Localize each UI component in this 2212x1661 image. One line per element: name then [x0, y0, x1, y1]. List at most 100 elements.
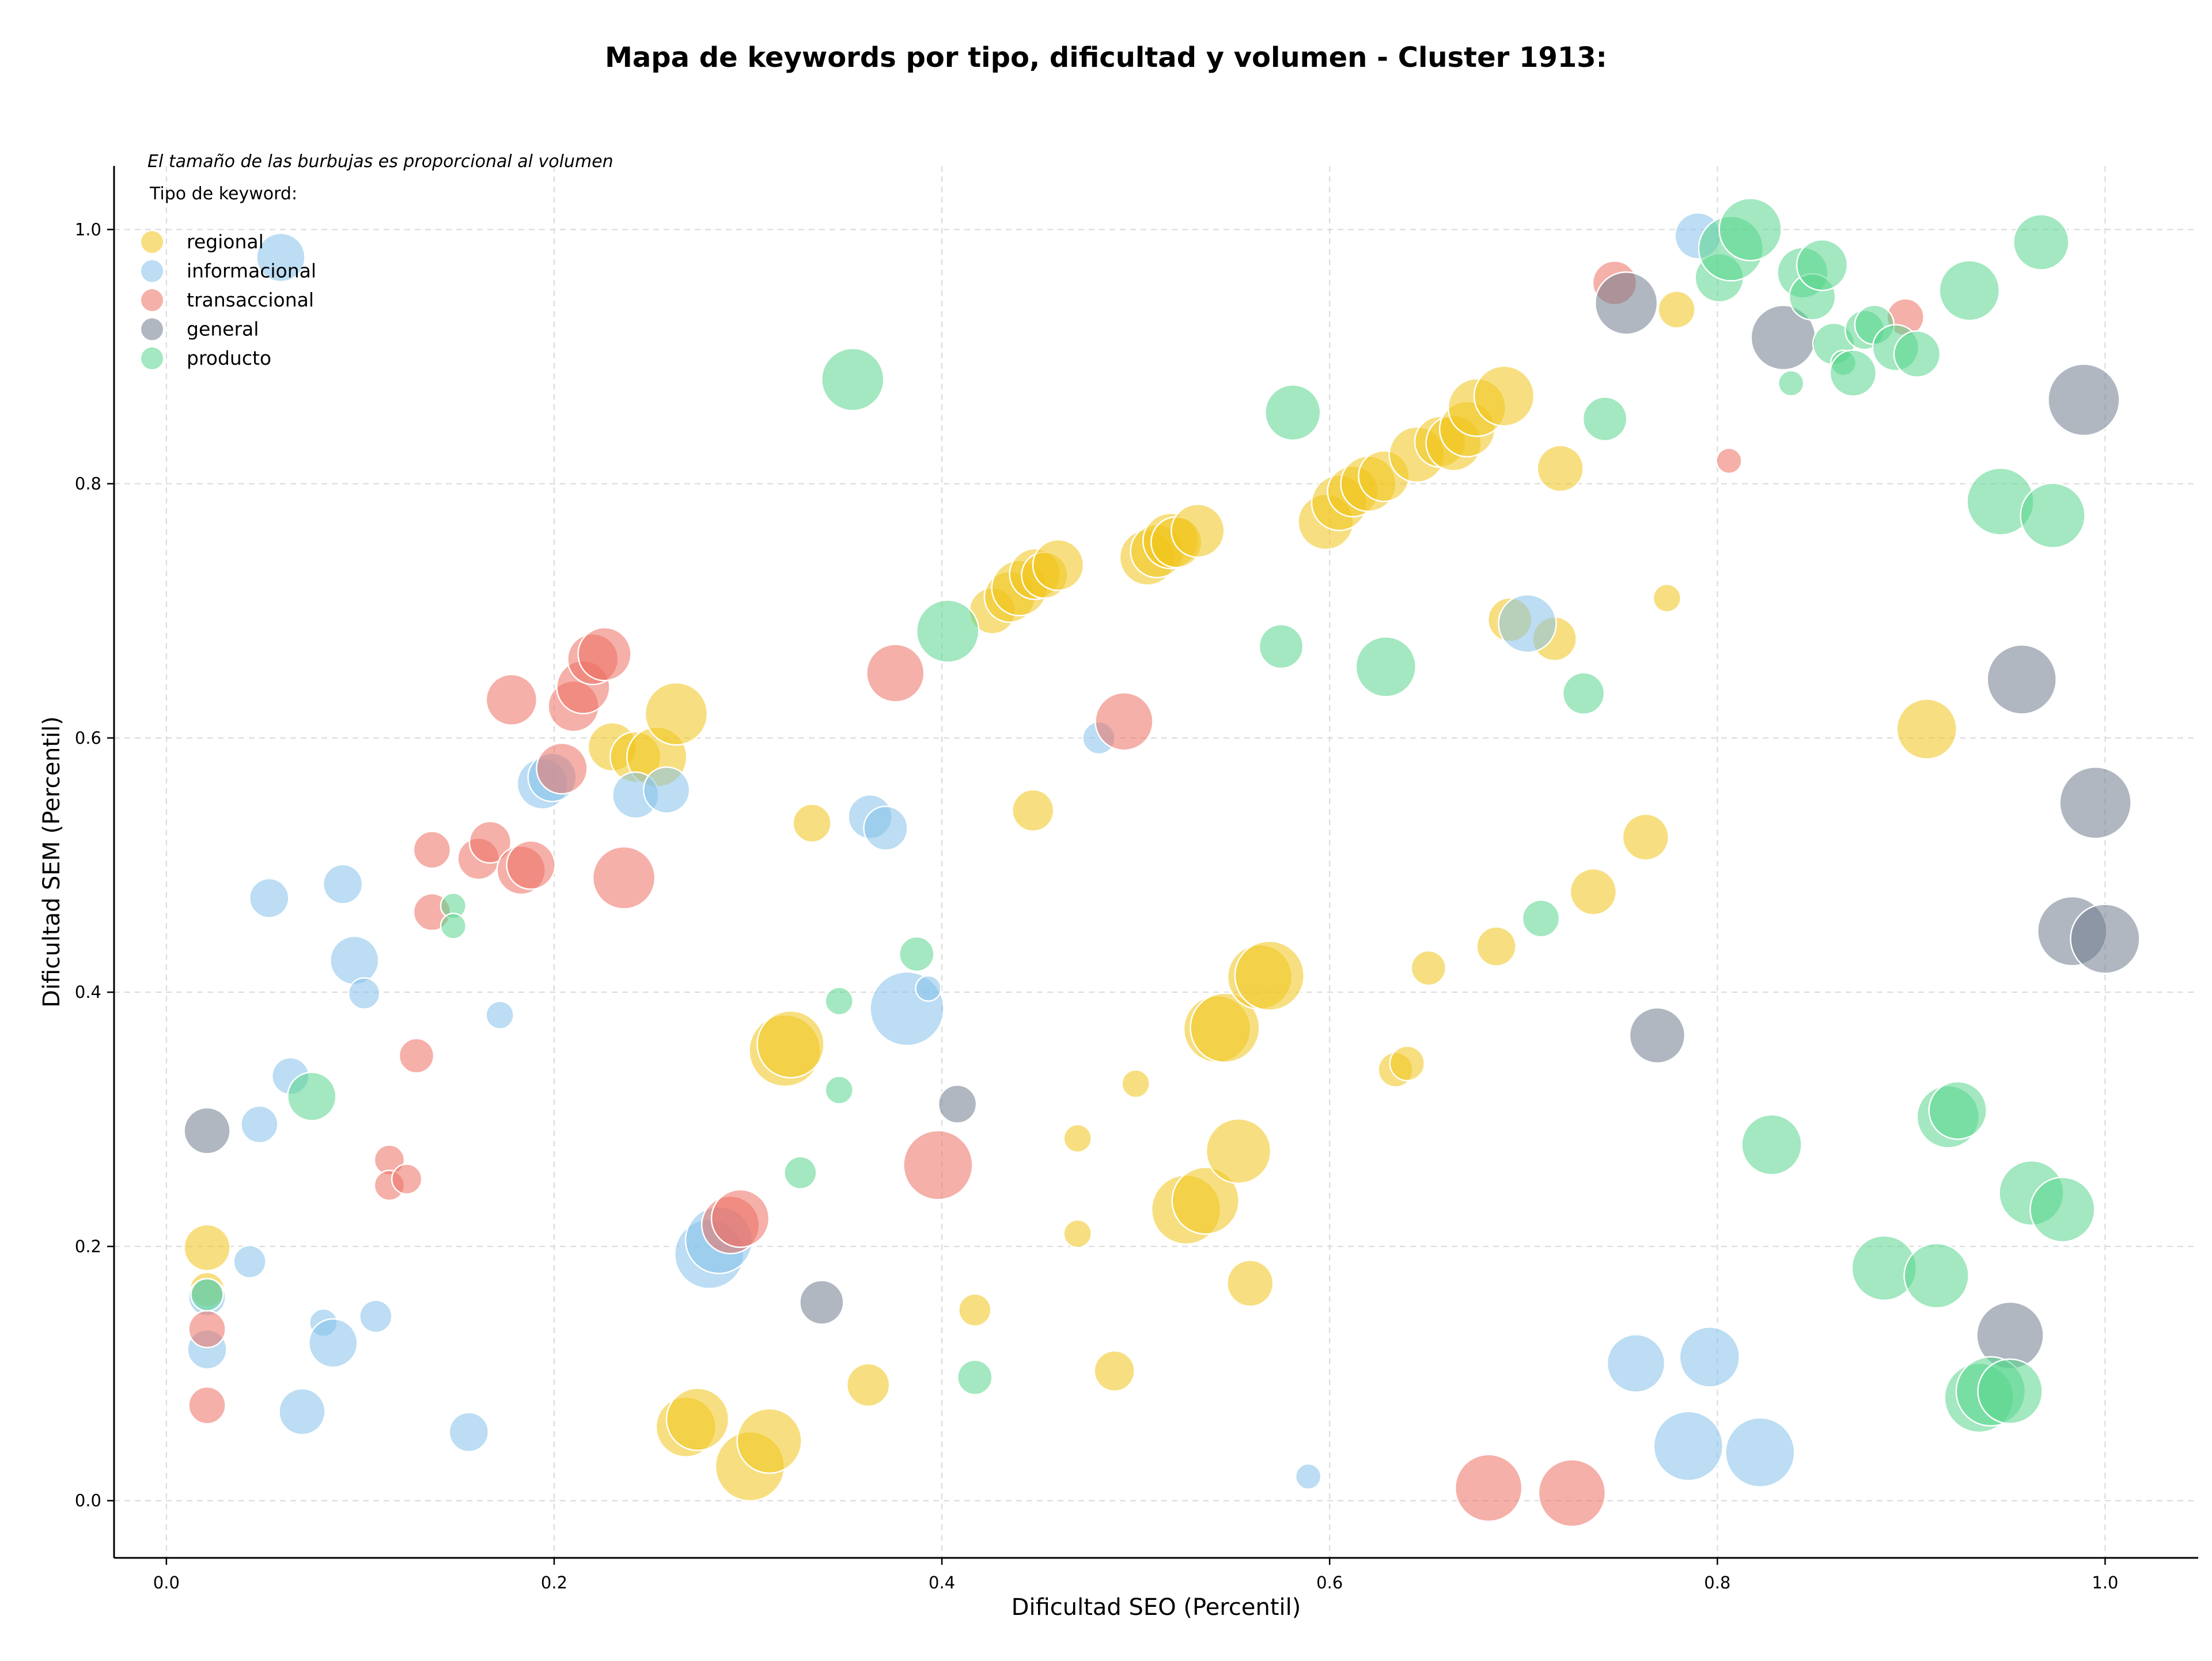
bubble-transaccional [188, 1386, 226, 1425]
bubble-general [2047, 363, 2120, 437]
bubble-transaccional [485, 674, 538, 726]
legend-swatch [141, 289, 163, 311]
bubble-producto [824, 1075, 854, 1105]
legend-item-informacional: informacional [141, 260, 316, 282]
y-tick-label: 0.6 [75, 728, 101, 748]
bubble-regional [1622, 813, 1670, 861]
bubble-transaccional [1715, 447, 1743, 475]
legend-item-regional: regional [141, 230, 264, 253]
bubble-regional [1171, 503, 1225, 558]
bubble-size-note: El tamaño de las burbujas es proporciona… [147, 152, 613, 172]
bubble-transaccional [866, 644, 925, 703]
x-axis-label: Dificultad SEO (Percentil) [1012, 1594, 1301, 1621]
bubble-producto [1562, 672, 1605, 715]
y-tick-label: 1.0 [75, 220, 101, 239]
bubble-informacional [233, 1244, 267, 1279]
bubble-transaccional [536, 742, 588, 795]
bubble-informacional [278, 1388, 326, 1436]
bubble-producto [2029, 1176, 2096, 1243]
bubble-producto [1938, 259, 2001, 321]
bubble-producto [1903, 1242, 1969, 1309]
y-tick-label: 0.4 [75, 982, 101, 1002]
bubble-producto [2013, 214, 2070, 271]
bubble-general [1986, 644, 2057, 715]
bubble-informacional [248, 877, 290, 919]
y-axis-label: Dificultad SEM (Percentil) [39, 716, 65, 1008]
x-tick-label: 0.4 [929, 1573, 955, 1592]
bubble-informacional [256, 232, 306, 283]
bubble-informacional [863, 805, 908, 851]
bubble-regional [846, 1363, 891, 1408]
bubble-producto [1829, 349, 1877, 397]
bubble-general [2059, 766, 2132, 839]
bubble-regional [1657, 290, 1696, 329]
bubble-general [1628, 1007, 1686, 1064]
bubble-regional [1476, 926, 1517, 967]
bubble-regional [958, 1293, 992, 1327]
bubble-producto [440, 913, 467, 940]
bubble-informacional [642, 766, 691, 814]
series-producto [190, 198, 2096, 1433]
bubble-producto [1977, 1358, 2043, 1425]
bubble-producto [1796, 239, 1849, 292]
bubble-transaccional [391, 1163, 423, 1195]
series-general [183, 271, 2141, 1370]
bubble-producto [821, 347, 885, 411]
x-tick-label: 0.6 [1316, 1573, 1343, 1592]
y-tick-label: 0.2 [75, 1236, 101, 1256]
legend-item-transaccional: transaccional [141, 289, 314, 311]
bubble-regional [665, 1387, 730, 1451]
bubble-producto [190, 1278, 224, 1312]
bubble-producto [1582, 396, 1628, 442]
bubble-regional [1473, 365, 1535, 427]
bubble-informacional [322, 864, 363, 905]
bubble-informacional [1653, 1410, 1724, 1482]
bubble-general [799, 1280, 844, 1325]
bubble-transaccional [506, 840, 556, 890]
legend-swatch [141, 318, 163, 340]
bubble-regional [644, 682, 709, 746]
bubble-regional [1652, 583, 1682, 613]
bubble-informacional [448, 1412, 490, 1452]
bubble-regional [1012, 789, 1055, 832]
x-tick-label: 0.8 [1704, 1573, 1730, 1592]
bubble-regional [183, 1224, 231, 1272]
bubble-producto [1718, 198, 1782, 262]
bubble-transaccional [468, 820, 512, 864]
bubble-transaccional [1454, 1454, 1523, 1522]
bubble-informacional [1725, 1417, 1796, 1488]
y-tick-label: 0.0 [75, 1491, 101, 1511]
bubble-producto [1741, 1114, 1802, 1176]
bubble-regional [1234, 940, 1305, 1011]
bubble-regional [1063, 1219, 1092, 1248]
bubble-layer [183, 198, 2141, 1527]
bubble-informacional [1606, 1334, 1666, 1393]
bubble-producto [1521, 899, 1560, 938]
bubble-producto [1777, 370, 1805, 397]
bubble-transaccional [1537, 1459, 1607, 1527]
bubble-producto [915, 599, 980, 663]
bubble-regional [1569, 868, 1618, 916]
legend-label: regional [187, 230, 264, 253]
bubble-transaccional [188, 1310, 226, 1349]
bubble-producto [1355, 636, 1417, 698]
bubble-producto [824, 986, 854, 1016]
bubble-producto [2020, 482, 2086, 549]
bubble-regional [792, 803, 832, 843]
bubble-general [183, 1107, 231, 1155]
series-regional [183, 290, 1958, 1502]
bubble-informacional [308, 1318, 358, 1368]
bubble-producto [899, 936, 935, 973]
bubble-producto [1258, 623, 1304, 669]
bubble-regional [1121, 1069, 1150, 1099]
bubble-producto [287, 1071, 337, 1122]
bubble-regional [1226, 1259, 1274, 1307]
bubble-producto [957, 1359, 993, 1395]
legend-item-general: general [141, 318, 259, 340]
series-transaccional [188, 260, 1925, 1527]
bubble-transaccional [592, 846, 656, 910]
bubble-regional [1171, 1166, 1240, 1235]
legend-title: Tipo de keyword: [149, 184, 297, 204]
bubble-informacional [1679, 1326, 1741, 1388]
